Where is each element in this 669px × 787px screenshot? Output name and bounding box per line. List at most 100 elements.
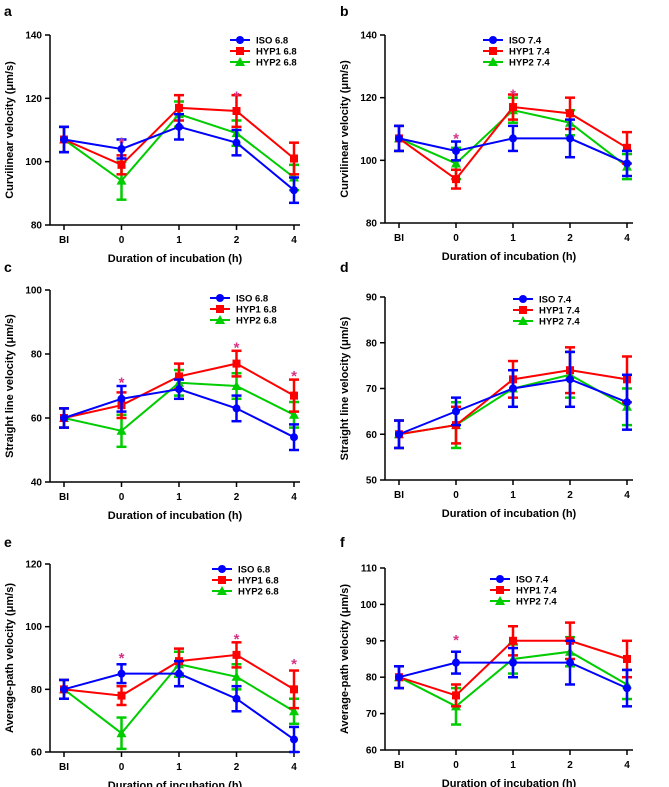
x-tick-label: 0 [453,760,459,771]
x-tick-label: BI [394,233,404,244]
y-tick-label: 60 [366,746,378,757]
significance-star: * [453,130,459,147]
x-axis-title: Duration of incubation (h) [108,253,243,265]
data-point [623,684,631,693]
y-tick-label: 110 [361,564,378,575]
panel-letter: d [340,259,349,275]
legend-label: ISO 6.8 [256,36,288,47]
data-point [290,154,298,163]
legend-label: HYP1 6.8 [236,305,277,316]
data-point [566,134,574,143]
x-tick-label: BI [394,490,404,501]
significance-star: * [119,375,125,392]
data-point [231,671,242,681]
data-point [232,359,241,368]
data-point [509,103,517,112]
y-tick-label: 60 [31,414,43,425]
y-tick-label: 80 [366,338,378,349]
data-point [232,694,241,703]
y-tick-label: 140 [360,31,377,42]
data-point [117,145,126,153]
data-point [509,134,517,143]
x-tick-label: BI [394,760,404,771]
significance-star: * [119,135,125,152]
panel-letter: a [4,3,12,19]
legend-label: HYP2 7.4 [516,597,557,608]
y-tick-label: 80 [366,219,378,230]
data-point [452,407,460,416]
legend-marker [235,57,245,66]
data-point [289,409,299,419]
panel-e: e 60 80 100 120 BI 0 1 2 4 Duration of incubation … [4,534,300,787]
data-point [117,394,126,403]
x-tick-label: 0 [119,492,125,503]
panel-letter: c [4,259,12,275]
x-tick-label: BI [59,762,69,773]
data-point [232,404,241,413]
legend-label: HYP2 6.8 [238,587,279,598]
data-point [395,430,403,439]
y-tick-label: 60 [366,430,378,441]
data-point [452,175,460,184]
data-point [175,122,183,131]
data-point [395,134,403,143]
x-tick-label: 1 [510,490,516,501]
x-tick-label: 0 [453,490,459,501]
x-tick-label: 1 [510,760,516,771]
data-point [452,146,460,155]
x-tick-label: 4 [624,490,630,501]
legend-marker [519,306,527,314]
x-tick-label: 4 [291,762,297,773]
series-iso [59,659,299,754]
data-point [60,135,68,144]
data-point [175,372,183,381]
significance-star: * [291,368,297,385]
data-point [509,384,517,393]
panel-a: a 80 100 120 140 BI 0 1 2 4 Duration of incubation… [4,3,300,265]
legend-label: HYP1 7.4 [516,586,557,597]
x-tick-label: 2 [567,760,573,771]
legend-marker [518,316,528,325]
x-axis-title: Duration of incubation (h) [108,780,243,787]
data-point [452,691,460,700]
x-tick-label: 1 [176,235,182,246]
y-tick-label: 50 [366,476,378,487]
significance-star: * [119,650,125,667]
data-point [117,691,126,700]
data-point [175,103,183,112]
panel-letter: f [340,534,345,550]
legend-marker [495,596,505,605]
significance-star: * [234,631,240,648]
x-tick-label: 4 [624,760,630,771]
data-point [232,650,241,659]
data-point [290,433,298,442]
legend-marker [217,586,227,595]
legend-label: ISO 6.8 [238,565,270,576]
data-point [623,159,631,168]
x-tick-label: 4 [624,233,630,244]
x-tick-label: 2 [567,233,573,244]
significance-star: * [234,339,240,356]
data-point [290,685,298,694]
series-iso [59,112,299,205]
x-tick-label: 2 [234,762,240,773]
data-point [289,706,299,716]
y-tick-label: 120 [25,560,42,571]
panel-d: d 50 60 70 80 90 BI 0 1 2 4 Duration of incubation … [339,259,633,520]
legend-marker [218,576,226,584]
legend-label: ISO 7.4 [509,36,542,47]
panel-c: c 40 60 80 100 BI 0 1 2 4 Duration of incubation (… [4,259,300,522]
x-axis-title: Duration of incubation (h) [442,508,577,520]
x-axis-title: Duration of incubation (h) [442,778,577,787]
legend-label: HYP2 7.4 [539,317,580,328]
data-point [509,658,517,667]
data-point [116,728,127,738]
data-point [623,398,631,407]
panel-b: b 80 100 120 140 BI 0 1 2 4 Duration of incubation… [339,3,633,263]
data-point [60,414,68,422]
data-point [60,685,68,694]
